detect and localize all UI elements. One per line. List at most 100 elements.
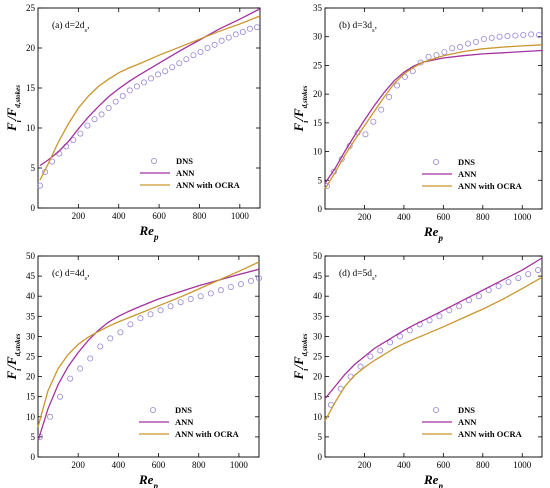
ann-series-line (39, 8, 261, 167)
x-tick-label: 400 (112, 460, 126, 470)
x-tick-label: 800 (192, 460, 206, 470)
dns-data-point (126, 87, 133, 94)
y-tick-label: 15 (313, 392, 323, 402)
dns-data-point (105, 105, 112, 112)
dns-data-point (232, 31, 239, 38)
dns-data-point (218, 37, 225, 44)
dns-data-point (211, 41, 218, 48)
dns-data-point (187, 296, 194, 303)
dns-data-point (396, 333, 403, 340)
dns-data-point (155, 71, 162, 78)
y-axis-label: Fi/Fd,stokes (4, 85, 23, 132)
y-tick-label: 25 (26, 3, 36, 13)
x-tick-label: 400 (397, 212, 411, 222)
dns-data-point (239, 28, 246, 35)
ann-ocra-series-line (37, 261, 260, 428)
x-axis-label: Rep (423, 224, 443, 243)
dns-data-point (472, 38, 479, 45)
dns-data-point (107, 335, 114, 342)
x-tick-label: 600 (152, 211, 166, 221)
x-tick-label: 800 (476, 460, 490, 470)
chart-panel-2: 200 400 600 800 1000 0 5 10 15 20 25 30 35 (b) d=3ds,… (291, 3, 543, 243)
y-axis-label: Fi/Fd,stokes (4, 333, 23, 380)
dns-data-point (323, 183, 330, 190)
dns-data-point (70, 136, 77, 143)
dns-data-point (162, 68, 169, 75)
dns-data-point (425, 53, 432, 60)
y-tick-label: 30 (313, 32, 323, 42)
legend-label: ANN (175, 417, 194, 427)
dns-data-point (378, 106, 385, 113)
dns-data-point (84, 122, 91, 129)
y-axis-label: Fi/Fd,stokes (291, 333, 310, 380)
x-tick-label: 1000 (231, 211, 250, 221)
y-tick-label: 25 (26, 352, 36, 362)
dns-data-point (117, 329, 124, 336)
x-tick-label: 800 (193, 211, 207, 221)
dns-data-point (197, 49, 204, 56)
x-axis-label: Rep (139, 223, 159, 242)
y-tick-label: 15 (26, 83, 36, 93)
y-tick-label: 45 (313, 271, 323, 281)
dns-data-point (247, 277, 254, 284)
y-tick-label: 30 (313, 331, 323, 341)
y-tick-label: 50 (313, 251, 323, 261)
dns-data-point (147, 311, 154, 318)
x-tick-label: 600 (152, 460, 166, 470)
legend-marker-dns (150, 157, 157, 164)
y-tick-label: 0 (31, 203, 36, 213)
ann-ocra-series-line (39, 15, 261, 181)
panel-annotation: (b) d=3ds, (339, 20, 377, 34)
x-tick-label: 800 (476, 212, 490, 222)
dns-data-point (77, 365, 84, 372)
x-tick-label: 200 (72, 211, 86, 221)
y-axis-label: Fi/Fd,stokes (291, 85, 310, 132)
dns-data-point (475, 293, 482, 300)
x-tick-label: 400 (112, 211, 126, 221)
dns-data-point (386, 94, 393, 101)
dns-data-point (401, 73, 408, 80)
y-tick-label: 5 (318, 432, 323, 442)
legend-label: ANN (458, 169, 477, 179)
dns-data-point (37, 182, 44, 189)
dns-data-point (197, 293, 204, 300)
legend-label: DNS (458, 157, 475, 167)
x-tick-label: 400 (397, 460, 411, 470)
dns-data-point (227, 283, 234, 290)
dns-data-point (512, 32, 519, 39)
plot-frame (37, 7, 261, 209)
dns-data-point (140, 79, 147, 86)
dns-data-point (377, 347, 384, 354)
legend-label: ANN (458, 417, 477, 427)
y-tick-label: 40 (313, 291, 323, 301)
y-tick-label: 0 (318, 452, 323, 462)
x-tick-label: 600 (437, 460, 451, 470)
dns-data-point (480, 36, 487, 43)
x-tick-label: 600 (437, 212, 451, 222)
panel-annotation: (c) d=4ds, (52, 268, 89, 282)
dns-data-point (436, 313, 443, 320)
plot-frame (324, 255, 543, 458)
dns-data-point (528, 31, 535, 38)
y-tick-label: 35 (313, 3, 323, 13)
dns-data-point (190, 52, 197, 59)
dns-data-point (449, 45, 456, 52)
y-tick-label: 30 (26, 331, 36, 341)
dns-data-point (157, 307, 164, 314)
y-tick-label: 25 (313, 352, 323, 362)
dns-data-point (362, 131, 369, 138)
y-tick-label: 0 (318, 204, 323, 214)
chart-panel-3: 200 400 600 800 1000 0 5 10 15 20 25 30 35 40 45 50 (c) … (4, 251, 262, 488)
dns-data-point (457, 44, 464, 51)
y-tick-label: 0 (31, 452, 36, 462)
y-tick-label: 10 (313, 412, 323, 422)
dns-data-point (465, 40, 472, 47)
ann-ocra-series-line (324, 44, 543, 190)
dns-data-point (536, 31, 543, 38)
x-axis-label: Rep (423, 472, 443, 488)
dns-data-point (87, 355, 94, 362)
y-tick-label: 10 (26, 412, 36, 422)
dns-data-point (133, 83, 140, 90)
x-tick-label: 200 (358, 460, 372, 470)
legend-marker-dns (149, 406, 156, 413)
